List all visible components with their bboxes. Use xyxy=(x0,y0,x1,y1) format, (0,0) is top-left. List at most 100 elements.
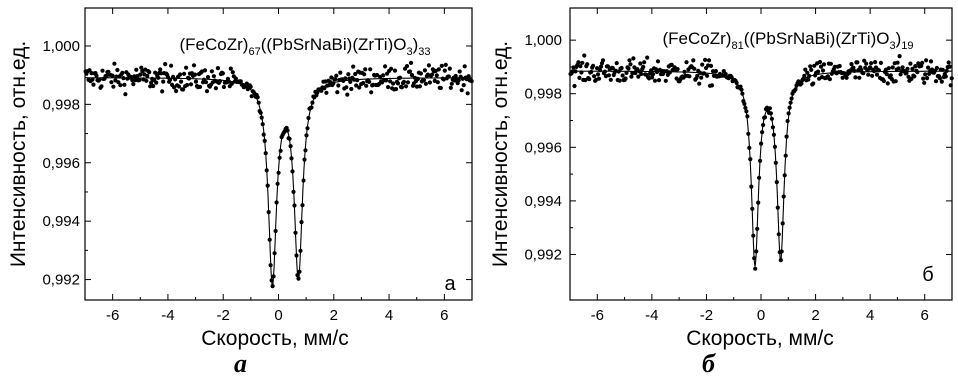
y-axis-label: Интенсивность, отн.ед. xyxy=(489,41,512,267)
fit-line xyxy=(85,77,472,287)
data-point xyxy=(368,67,373,72)
data-point xyxy=(925,76,930,81)
data-point xyxy=(204,89,210,94)
data-point xyxy=(118,83,123,88)
data-point xyxy=(209,69,214,74)
data-point xyxy=(392,68,398,73)
data-point xyxy=(120,70,125,75)
x-tick-label: 2 xyxy=(330,307,338,324)
data-point xyxy=(215,66,220,71)
data-point xyxy=(629,74,634,79)
data-point xyxy=(631,56,636,61)
data-point xyxy=(349,86,354,92)
data-point xyxy=(949,76,954,81)
data-point xyxy=(937,76,943,81)
data-point xyxy=(849,62,854,67)
data-point xyxy=(753,266,758,271)
data-point xyxy=(357,85,362,90)
data-point xyxy=(577,75,582,80)
data-point xyxy=(691,58,696,63)
data-point xyxy=(443,62,448,67)
x-tick-label: 6 xyxy=(440,307,448,324)
data-point xyxy=(133,78,138,83)
data-point xyxy=(138,72,143,77)
caption-a: а xyxy=(234,349,247,378)
data-point xyxy=(811,81,816,86)
data-point xyxy=(893,79,898,84)
data-point xyxy=(229,81,234,86)
x-axis-label: Скорость, мм/с xyxy=(686,327,834,350)
data-point xyxy=(639,71,644,77)
data-point xyxy=(393,87,399,92)
data-point xyxy=(642,60,647,65)
data-point xyxy=(174,88,179,94)
data-point xyxy=(623,76,628,81)
data-point xyxy=(767,106,773,111)
x-tick-label: 0 xyxy=(274,307,282,324)
data-point xyxy=(427,80,432,85)
data-point xyxy=(407,69,413,74)
data-point xyxy=(181,87,186,92)
data-point xyxy=(652,78,658,83)
data-point xyxy=(395,81,401,86)
data-point xyxy=(421,78,426,83)
data-point xyxy=(439,63,444,68)
y-tick-label: 0,996 xyxy=(524,139,562,156)
data-point xyxy=(399,85,405,90)
data-point xyxy=(364,83,369,88)
data-point xyxy=(144,78,149,83)
data-point xyxy=(692,66,697,71)
data-point xyxy=(404,64,410,69)
data-point xyxy=(436,67,441,72)
data-point xyxy=(585,62,590,67)
x-tick-label: -2 xyxy=(217,307,230,324)
data-point xyxy=(595,72,601,77)
data-point xyxy=(90,77,95,82)
data-point xyxy=(149,80,154,85)
data-point xyxy=(386,85,391,90)
data-point xyxy=(934,65,940,71)
data-point xyxy=(169,63,174,68)
data-point xyxy=(438,85,443,91)
data-point xyxy=(837,63,842,69)
data-point xyxy=(161,79,166,84)
data-point xyxy=(580,60,585,65)
data-point xyxy=(384,78,389,83)
data-point xyxy=(178,72,183,77)
data-point xyxy=(909,76,914,81)
x-tick-label: -2 xyxy=(700,307,713,324)
chart-panel-2: -6 -4 -2 0 2 4 6 0,992 0,994 0,996 0,998 1,000 (FeCo… xyxy=(489,7,954,350)
data-point xyxy=(809,67,814,72)
data-point xyxy=(697,81,702,86)
data-point xyxy=(687,74,692,79)
data-point xyxy=(943,74,948,79)
data-point xyxy=(160,89,165,94)
data-point xyxy=(890,65,895,70)
data-point xyxy=(828,61,834,66)
data-point xyxy=(866,72,871,77)
data-point xyxy=(806,77,811,82)
data-point xyxy=(645,55,650,60)
data-point xyxy=(651,72,656,77)
data-point xyxy=(868,65,873,70)
data-point xyxy=(799,81,804,86)
data-point xyxy=(233,76,238,81)
data-point xyxy=(158,67,163,72)
data-point xyxy=(851,65,856,70)
data-point xyxy=(915,70,920,75)
caption-b: б xyxy=(702,349,715,378)
data-point xyxy=(213,86,218,91)
data-point xyxy=(869,61,874,66)
data-point xyxy=(89,71,94,76)
data-point xyxy=(112,61,117,66)
data-point xyxy=(116,80,121,85)
data-point xyxy=(884,72,889,77)
data-point xyxy=(115,67,120,73)
data-point xyxy=(333,77,338,82)
data-point xyxy=(896,66,901,71)
data-point xyxy=(864,61,869,66)
data-point xyxy=(389,66,394,71)
data-point xyxy=(928,59,934,64)
x-tick-label: -6 xyxy=(106,307,119,324)
data-point xyxy=(163,62,168,67)
